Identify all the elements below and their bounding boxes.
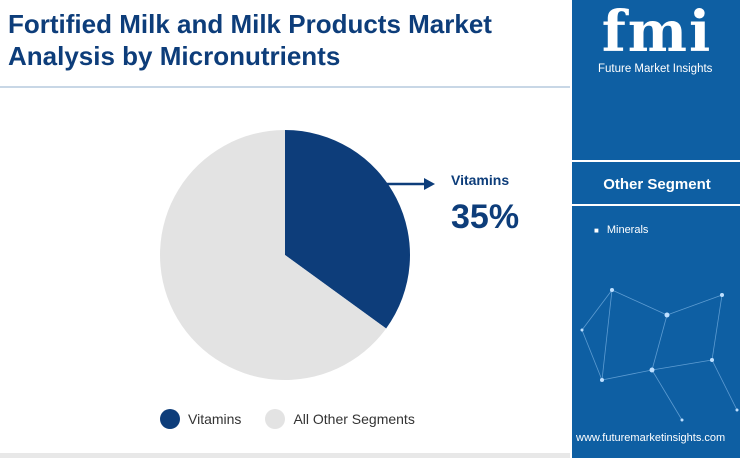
callout-arrow xyxy=(386,178,435,190)
legend-item-vitamins: Vitamins xyxy=(160,409,241,429)
legend-label-vitamins: Vitamins xyxy=(188,411,242,427)
title-divider xyxy=(0,86,570,88)
chart-panel: Fortified Milk and Milk Products Market … xyxy=(0,8,570,458)
title-line-1: Fortified Milk and Milk Products Market xyxy=(8,9,492,39)
logo-subtitle: Future Market Insights xyxy=(598,63,713,75)
website-url: www.futuremarketinsights.com xyxy=(576,432,726,444)
segment-item-minerals: ■ Minerals xyxy=(594,224,648,236)
sidebar: fmi Future Market Insights Other Segment… xyxy=(570,0,740,458)
legend-item-other: All Other Segments xyxy=(265,409,415,429)
other-segment-heading: Other Segment xyxy=(603,176,711,193)
title-line-2: Analysis by Micronutrients xyxy=(8,41,341,71)
legend-swatch-vitamins xyxy=(160,409,180,429)
pie-slice-all-other-segments xyxy=(160,130,387,380)
pie-slice-vitamins xyxy=(285,130,410,329)
sidebar-divider-top xyxy=(572,160,740,162)
segment-item-label: Minerals xyxy=(606,224,649,236)
legend-label-other: All Other Segments xyxy=(293,411,415,427)
callout-label: Vitamins xyxy=(451,172,510,188)
legend-swatch-other xyxy=(265,409,286,429)
legend: Vitamins All Other Segments xyxy=(160,408,439,430)
page-title: Fortified Milk and Milk Products Market … xyxy=(8,8,558,72)
pie-chart xyxy=(160,130,410,380)
sidebar-divider-bottom xyxy=(572,204,740,206)
fmi-logo: fmi xyxy=(601,0,713,65)
bottom-strip xyxy=(0,453,570,458)
network-graphic xyxy=(580,288,739,422)
callout-value: 35% xyxy=(451,198,520,236)
bullet-icon: ■ xyxy=(594,226,599,235)
